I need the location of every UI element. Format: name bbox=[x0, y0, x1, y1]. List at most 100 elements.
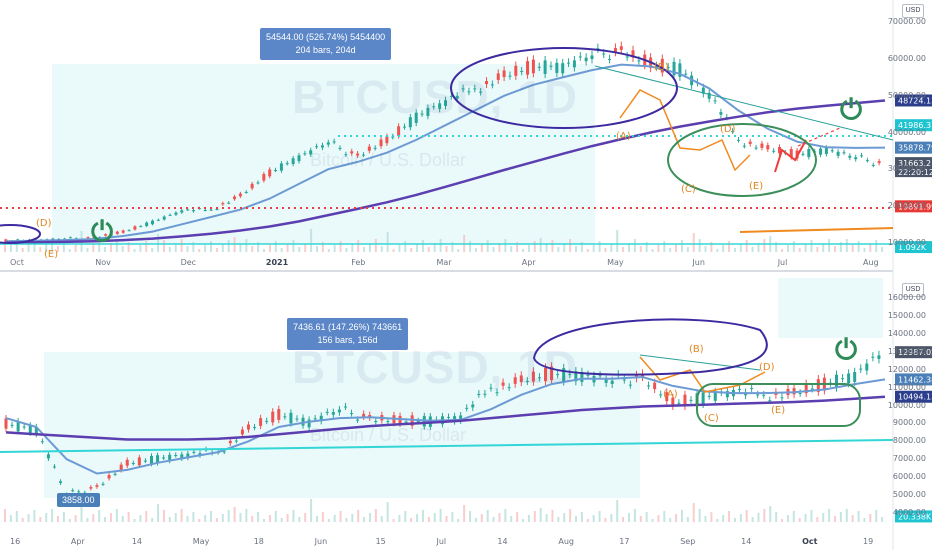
bottom-anno-d: (D) bbox=[759, 362, 775, 373]
top-candle-body bbox=[860, 155, 864, 157]
top-volume-bar bbox=[439, 239, 442, 252]
top-currency-button[interactable]: USD bbox=[902, 4, 924, 18]
top-candle-body bbox=[162, 216, 166, 220]
top-candle-body bbox=[561, 63, 565, 74]
bottom-volume-bar bbox=[480, 514, 483, 522]
top-candle-body bbox=[719, 112, 723, 115]
bottom-candle-body bbox=[222, 451, 226, 453]
top-candle-body bbox=[367, 146, 371, 151]
bottom-candle-body bbox=[240, 429, 244, 435]
bottom-volume-bar bbox=[686, 517, 689, 522]
bottom-candle-body bbox=[459, 415, 463, 421]
bottom-volume-bar bbox=[645, 512, 648, 522]
top-volume-bar bbox=[251, 246, 254, 252]
bottom-currency-button[interactable]: USD bbox=[902, 283, 924, 297]
top-candle-body bbox=[819, 148, 823, 155]
bottom-symbol-description-watermark: Bitcoin / U.S. Dollar bbox=[310, 425, 467, 445]
top-candle-body bbox=[672, 61, 676, 76]
bottom-price-tag-bg bbox=[895, 346, 932, 359]
top-anno-e: (E) bbox=[749, 181, 764, 192]
top-volume-bar bbox=[357, 240, 360, 252]
bottom-volume-bar bbox=[716, 519, 719, 522]
bottom-volume-bar bbox=[263, 519, 266, 522]
bottom-candle-body bbox=[107, 475, 111, 479]
top-volume-bar bbox=[822, 243, 825, 252]
bottom-candle-body bbox=[604, 379, 608, 383]
bottom-candle-body bbox=[277, 409, 281, 420]
bottom-candle-body bbox=[683, 394, 687, 407]
top-volume-bar bbox=[745, 240, 748, 252]
top-volume-bar bbox=[39, 247, 42, 252]
bottom-volume-bar bbox=[374, 509, 377, 522]
top-candle-body bbox=[268, 169, 272, 177]
bottom-candle-body bbox=[143, 460, 147, 462]
bottom-volume-bar bbox=[210, 511, 213, 522]
bottom-candle-body bbox=[495, 392, 499, 394]
top-volume-bar bbox=[527, 245, 530, 252]
top-volume-bar bbox=[368, 243, 371, 252]
top-candle-body bbox=[865, 160, 869, 162]
bottom-volume-bar bbox=[233, 507, 236, 522]
top-volume-bar bbox=[180, 239, 183, 252]
top-candle-body bbox=[139, 226, 143, 228]
top-volume-bar bbox=[374, 239, 377, 252]
bottom-volume-bar bbox=[510, 516, 513, 522]
panel-divider bbox=[0, 270, 932, 272]
top-candle-body bbox=[109, 234, 113, 236]
top-volume-bar bbox=[881, 247, 884, 252]
top-volume-bar bbox=[869, 244, 872, 252]
top-candle-body bbox=[86, 237, 90, 239]
top-candle-body bbox=[51, 238, 55, 240]
bottom-volume-bar bbox=[157, 504, 160, 522]
bottom-volume-bar bbox=[545, 514, 548, 522]
bottom-candle-body bbox=[762, 394, 766, 396]
bottom-volume-bar bbox=[869, 514, 872, 522]
top-volume-bar bbox=[56, 246, 59, 252]
top-price-tag-bg bbox=[895, 141, 932, 154]
bottom-x-tick: Sep bbox=[680, 537, 696, 546]
bottom-candle-body bbox=[301, 417, 305, 426]
top-volume-bar bbox=[710, 242, 713, 252]
top-volume-bar bbox=[227, 240, 230, 252]
bottom-candle-body bbox=[174, 455, 178, 457]
top-candle-body bbox=[572, 60, 576, 68]
top-volume-bar bbox=[380, 246, 383, 252]
top-volume-bar bbox=[280, 248, 283, 252]
bottom-candle-body bbox=[768, 400, 772, 402]
bottom-wave-path bbox=[639, 356, 766, 393]
bottom-volume-bar bbox=[451, 512, 454, 522]
bottom-price-tag-bg bbox=[895, 510, 932, 523]
top-y-tick: 60000.00 bbox=[887, 54, 926, 64]
top-volume-bar bbox=[192, 242, 195, 252]
top-volume-bar bbox=[545, 244, 548, 252]
bottom-x-tick: 14 bbox=[741, 537, 752, 546]
top-volume-bar bbox=[416, 244, 419, 252]
top-volume-bar bbox=[480, 244, 483, 252]
bottom-volume-bar bbox=[580, 512, 583, 522]
top-x-tick: Aug bbox=[863, 258, 879, 267]
bottom-volume-bar bbox=[204, 515, 207, 522]
bottom-volume-bar bbox=[410, 518, 413, 522]
top-volume-bar bbox=[168, 247, 171, 252]
top-volume-bar bbox=[669, 248, 672, 252]
top-candle-body bbox=[625, 56, 629, 58]
bottom-candle-body bbox=[519, 375, 523, 383]
bottom-candle-body bbox=[168, 454, 172, 461]
bottom-candle-body bbox=[544, 367, 548, 382]
top-volume-bar bbox=[204, 245, 207, 252]
top-candle-body bbox=[772, 150, 776, 152]
top-volume-bar bbox=[292, 240, 295, 252]
bottom-green-shape bbox=[696, 383, 861, 427]
top-volume-bar bbox=[834, 246, 837, 252]
top-volume-bar bbox=[469, 241, 472, 252]
top-power-icon: ⏻ bbox=[840, 94, 863, 125]
bottom-volume-bar bbox=[4, 509, 6, 522]
top-candle-body bbox=[461, 88, 465, 90]
top-volume-bar bbox=[504, 239, 507, 252]
top-candle-body bbox=[356, 153, 360, 156]
top-y-tick: 70000.00 bbox=[887, 17, 926, 27]
bottom-x-tick: Jul bbox=[436, 537, 447, 546]
top-volume-bar bbox=[363, 247, 366, 252]
bottom-candle-body bbox=[259, 418, 263, 426]
